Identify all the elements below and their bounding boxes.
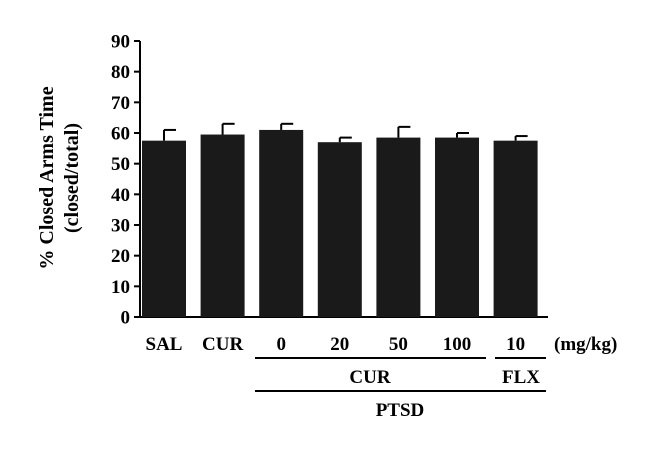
bar xyxy=(259,129,304,317)
ptsd-group-label: PTSD xyxy=(376,400,425,421)
x-tick-label: SAL xyxy=(146,334,183,355)
y-tick-label: 40 xyxy=(111,185,130,206)
x-labels: SAL CUR 0 20 50 100 10 xyxy=(146,334,526,355)
y-tick-label: 30 xyxy=(111,216,130,237)
y-tick-label: 90 xyxy=(111,32,130,53)
x-tick-label: 50 xyxy=(389,334,408,355)
cur-group-label: CUR xyxy=(349,367,390,388)
y-axis-title-line2: (closed/total) xyxy=(61,123,83,233)
x-tick-label: 100 xyxy=(443,334,472,355)
y-ticks: 0 10 20 30 40 50 60 70 80 90 xyxy=(111,32,140,329)
bar xyxy=(376,137,421,317)
bar xyxy=(142,140,186,317)
y-tick-label: 70 xyxy=(111,93,130,114)
y-tick-label: 10 xyxy=(111,277,130,298)
y-tick-label: 0 xyxy=(121,308,131,329)
x-tick-label: CUR xyxy=(202,334,243,355)
y-tick-label: 20 xyxy=(111,246,130,267)
bars xyxy=(142,129,538,317)
error-bars xyxy=(163,122,528,143)
flx-group-label: FLX xyxy=(502,367,540,388)
bar xyxy=(435,137,479,317)
x-tick-label: 0 xyxy=(276,334,286,355)
y-tick-label: 80 xyxy=(111,62,130,83)
x-tick-label: 10 xyxy=(506,334,525,355)
y-axis-title-line1: % Closed Arms Time xyxy=(36,86,58,269)
bar xyxy=(493,140,538,317)
bar xyxy=(200,134,245,317)
y-tick-label: 50 xyxy=(111,154,130,175)
x-tick-label: 20 xyxy=(330,334,349,355)
y-tick-label: 60 xyxy=(111,124,130,145)
dose-unit-label: (mg/kg) xyxy=(554,334,617,355)
bar xyxy=(317,142,362,317)
